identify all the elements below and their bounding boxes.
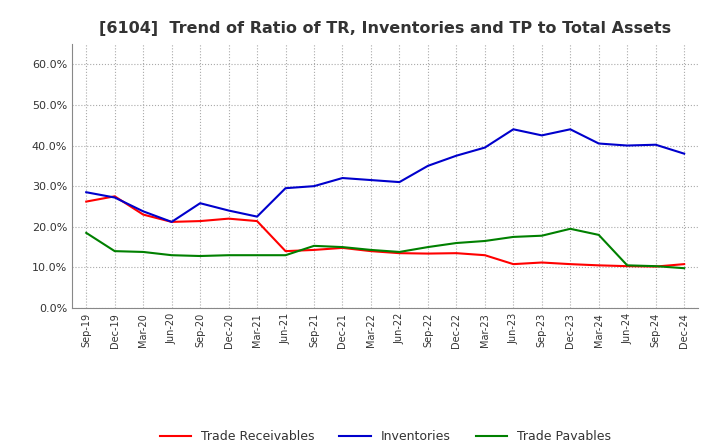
Trade Receivables [366, 249, 375, 254]
Trade Payables [139, 249, 148, 255]
Trade Payables [167, 253, 176, 258]
Trade Receivables [196, 218, 204, 224]
Inventories [566, 127, 575, 132]
Trade Receivables [652, 264, 660, 269]
Trade Receivables [395, 250, 404, 256]
Inventories [537, 133, 546, 138]
Trade Receivables [282, 249, 290, 254]
Trade Payables [82, 230, 91, 235]
Trade Payables [310, 243, 318, 249]
Trade Receivables [139, 212, 148, 217]
Inventories [253, 214, 261, 219]
Line: Trade Payables: Trade Payables [86, 229, 684, 268]
Inventories [196, 201, 204, 206]
Trade Receivables [225, 216, 233, 221]
Trade Payables [480, 238, 489, 244]
Inventories [225, 208, 233, 213]
Inventories [139, 209, 148, 214]
Trade Payables [566, 226, 575, 231]
Trade Receivables [253, 218, 261, 224]
Inventories [338, 176, 347, 181]
Inventories [623, 143, 631, 148]
Trade Payables [253, 253, 261, 258]
Trade Payables [652, 264, 660, 269]
Inventories [452, 153, 461, 158]
Trade Payables [509, 234, 518, 239]
Inventories [652, 142, 660, 147]
Inventories [110, 195, 119, 200]
Trade Payables [623, 263, 631, 268]
Trade Payables [423, 245, 432, 250]
Trade Receivables [452, 250, 461, 256]
Trade Payables [537, 233, 546, 238]
Trade Receivables [110, 194, 119, 199]
Title: [6104]  Trend of Ratio of TR, Inventories and TP to Total Assets: [6104] Trend of Ratio of TR, Inventories… [99, 21, 671, 36]
Inventories [395, 180, 404, 185]
Inventories [595, 141, 603, 146]
Trade Receivables [480, 253, 489, 258]
Inventories [82, 190, 91, 195]
Trade Payables [366, 247, 375, 253]
Line: Inventories: Inventories [86, 129, 684, 222]
Trade Payables [110, 249, 119, 254]
Trade Payables [225, 253, 233, 258]
Trade Payables [338, 245, 347, 250]
Trade Receivables [537, 260, 546, 265]
Inventories [680, 151, 688, 156]
Inventories [366, 177, 375, 183]
Trade Payables [395, 249, 404, 255]
Trade Receivables [623, 264, 631, 269]
Legend: Trade Receivables, Inventories, Trade Payables: Trade Receivables, Inventories, Trade Pa… [155, 425, 616, 440]
Trade Payables [595, 232, 603, 238]
Trade Receivables [680, 261, 688, 267]
Trade Receivables [595, 263, 603, 268]
Inventories [282, 186, 290, 191]
Trade Receivables [82, 199, 91, 204]
Inventories [423, 163, 432, 169]
Trade Payables [452, 240, 461, 246]
Trade Receivables [167, 219, 176, 224]
Inventories [167, 219, 176, 224]
Trade Receivables [566, 261, 575, 267]
Line: Trade Receivables: Trade Receivables [86, 196, 684, 267]
Trade Receivables [509, 261, 518, 267]
Trade Payables [282, 253, 290, 258]
Inventories [509, 127, 518, 132]
Trade Receivables [423, 251, 432, 256]
Inventories [480, 145, 489, 150]
Inventories [310, 183, 318, 189]
Trade Payables [196, 253, 204, 259]
Trade Receivables [338, 245, 347, 250]
Trade Payables [680, 266, 688, 271]
Trade Receivables [310, 247, 318, 253]
